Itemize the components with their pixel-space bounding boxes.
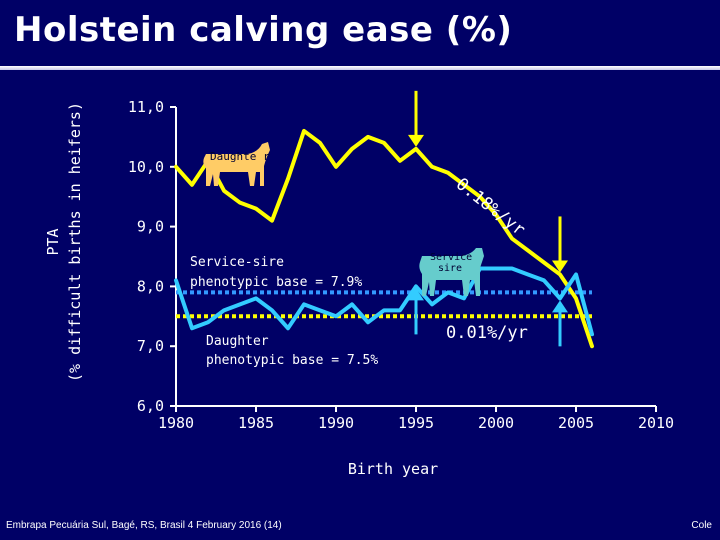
sire-icon-label-1: Service xyxy=(430,252,472,263)
y-tick-label: 9,0 xyxy=(137,218,164,236)
x-tick-label: 1980 xyxy=(158,414,194,432)
chart-axes xyxy=(170,106,657,412)
sire-icon-label-2: sire xyxy=(438,263,462,274)
y-tick-label: 11,0 xyxy=(128,98,164,116)
daughter-series-line xyxy=(174,128,594,349)
marker-arrow-head-up xyxy=(552,300,568,313)
footer-source: Embrapa Pecuária Sul, Bagé, RS, Brasil 4… xyxy=(6,520,282,531)
bull-icon: Service sire xyxy=(419,248,484,296)
y-tick-label: 8,0 xyxy=(137,277,164,295)
sire-trend-label: 0.01%/yr xyxy=(446,323,528,343)
x-tick-label: 2010 xyxy=(638,414,674,432)
title-divider xyxy=(0,66,720,70)
marker-arrow-head-down xyxy=(408,134,424,147)
daughter-base-label-2: phenotypic base = 7.5% xyxy=(206,353,378,368)
y-axis-title-line1: PTA xyxy=(44,228,62,255)
x-axis-title: Birth year xyxy=(348,460,438,478)
chart-tick-labels: 6,0 7,0 8,0 9,0 10,0 11,0 1980 1985 1990 1995 2000… xyxy=(128,98,674,432)
page-title: Holstein calving ease (%) xyxy=(14,10,513,50)
x-tick-label: 2000 xyxy=(478,414,514,432)
x-tick-label: 1985 xyxy=(238,414,274,432)
marker-arrow-head-up xyxy=(408,288,424,301)
service-sire-base-label-1: Service-sire xyxy=(190,255,284,270)
y-tick-label: 10,0 xyxy=(128,158,164,176)
daughter-base-label-1: Daughter xyxy=(206,334,269,349)
footer-author: Cole xyxy=(691,520,712,531)
daughter-icon-label: Daughte r xyxy=(210,150,270,163)
reference-lines xyxy=(176,290,592,319)
service-sire-base-label-2: phenotypic base = 7.9% xyxy=(190,275,362,290)
chart-markers xyxy=(408,90,568,347)
daughter-trend-label: 0.18%/yr xyxy=(452,174,529,240)
y-tick-label: 7,0 xyxy=(137,337,164,355)
marker-arrow-head-down xyxy=(552,260,568,273)
x-tick-label: 1990 xyxy=(318,414,354,432)
y-axis-title-line2: (% difficult births in heifers) xyxy=(66,102,84,382)
cow-icon: Daughte r xyxy=(203,142,270,186)
x-tick-label: 1995 xyxy=(398,414,434,432)
service-sire-series-line xyxy=(174,266,594,337)
y-tick-label: 6,0 xyxy=(137,397,164,415)
x-tick-label: 2005 xyxy=(558,414,594,432)
chart-series xyxy=(174,128,594,349)
